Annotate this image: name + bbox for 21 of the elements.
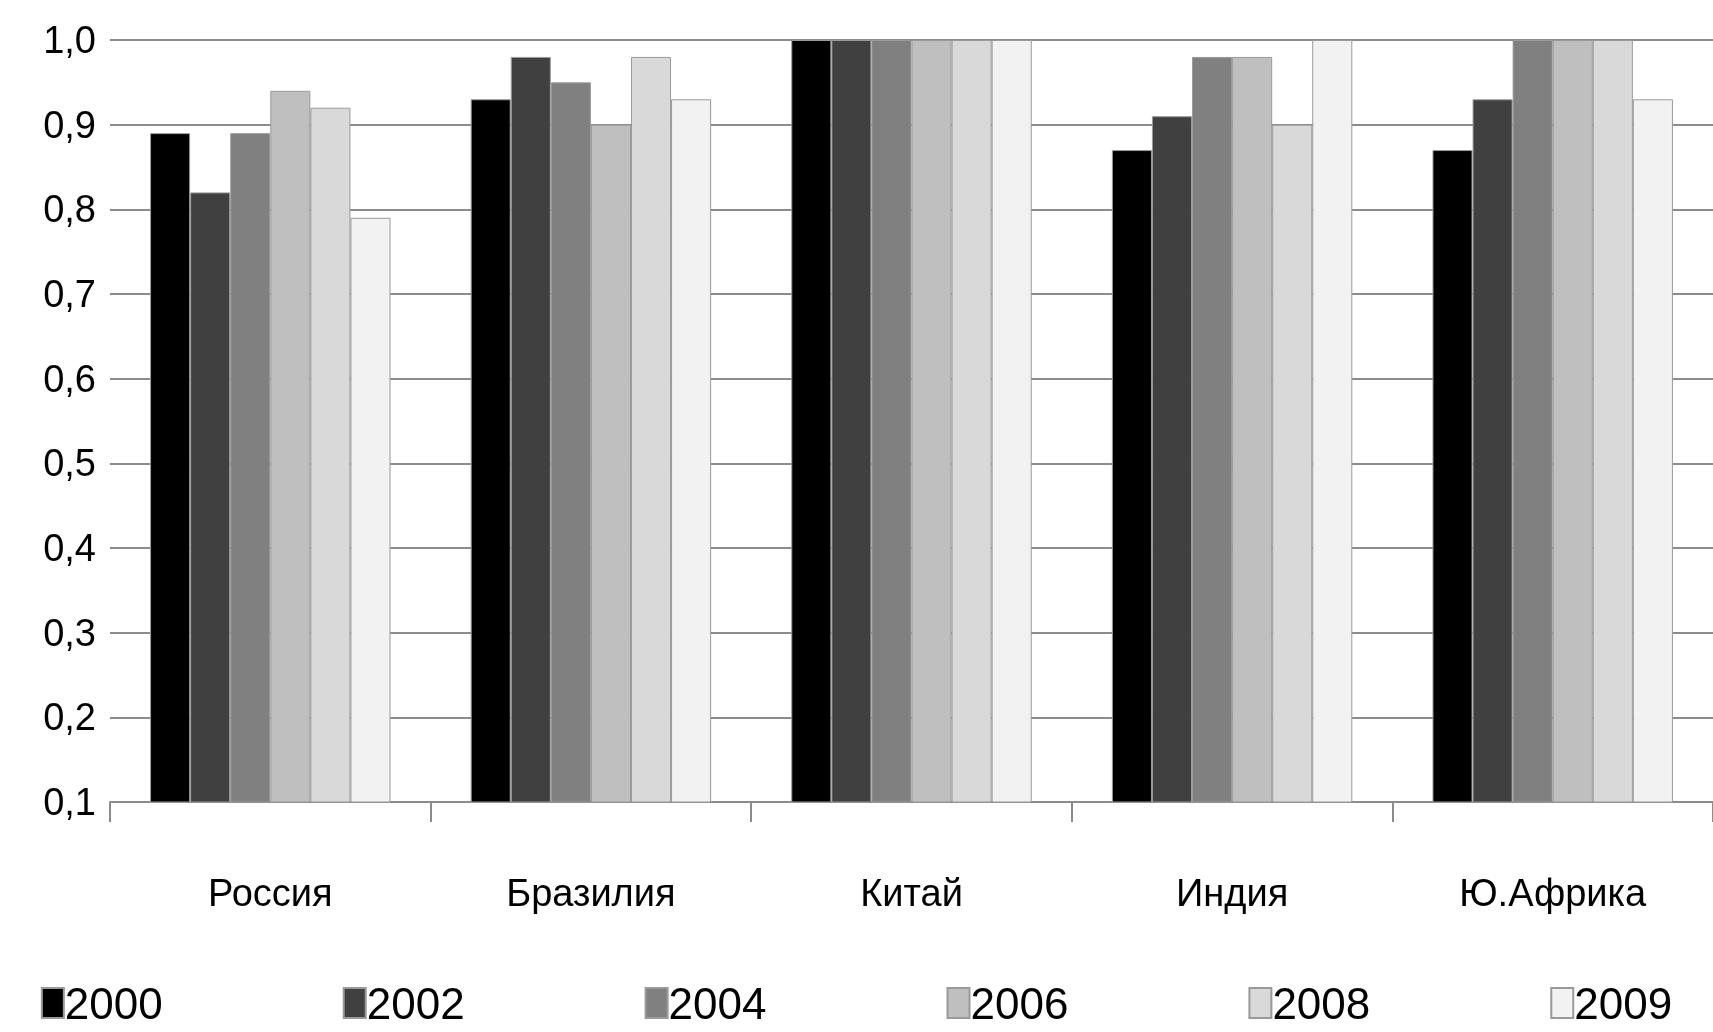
legend-label: 2008 <box>1272 978 1371 1028</box>
x-tick-label: Ю.Африка <box>1459 872 1648 914</box>
legend-label: 2000 <box>64 978 163 1028</box>
y-tick-label: 0,5 <box>43 442 96 485</box>
legend-label: 2002 <box>366 978 465 1028</box>
y-tick-label: 1,0 <box>43 19 96 61</box>
x-tick-label: Китай <box>860 872 963 914</box>
legend-label: 2006 <box>970 978 1069 1028</box>
legend-label: 2009 <box>1574 978 1673 1028</box>
y-tick-label: 0,8 <box>43 188 96 231</box>
x-tick-label: Бразилия <box>506 872 676 914</box>
y-tick-label: 0,2 <box>43 696 96 739</box>
x-tick-label: Россия <box>207 872 333 914</box>
x-tick-label: Индия <box>1175 872 1289 914</box>
y-tick-label: 0,7 <box>43 273 96 315</box>
y-tick-label: 0,3 <box>43 611 96 654</box>
y-tick-label: 0,4 <box>43 527 96 569</box>
legend-label: 2004 <box>668 978 767 1028</box>
y-tick-label: 0,6 <box>43 357 96 400</box>
y-tick-label: 0,9 <box>43 103 96 146</box>
y-tick-label: 0,1 <box>43 781 96 823</box>
